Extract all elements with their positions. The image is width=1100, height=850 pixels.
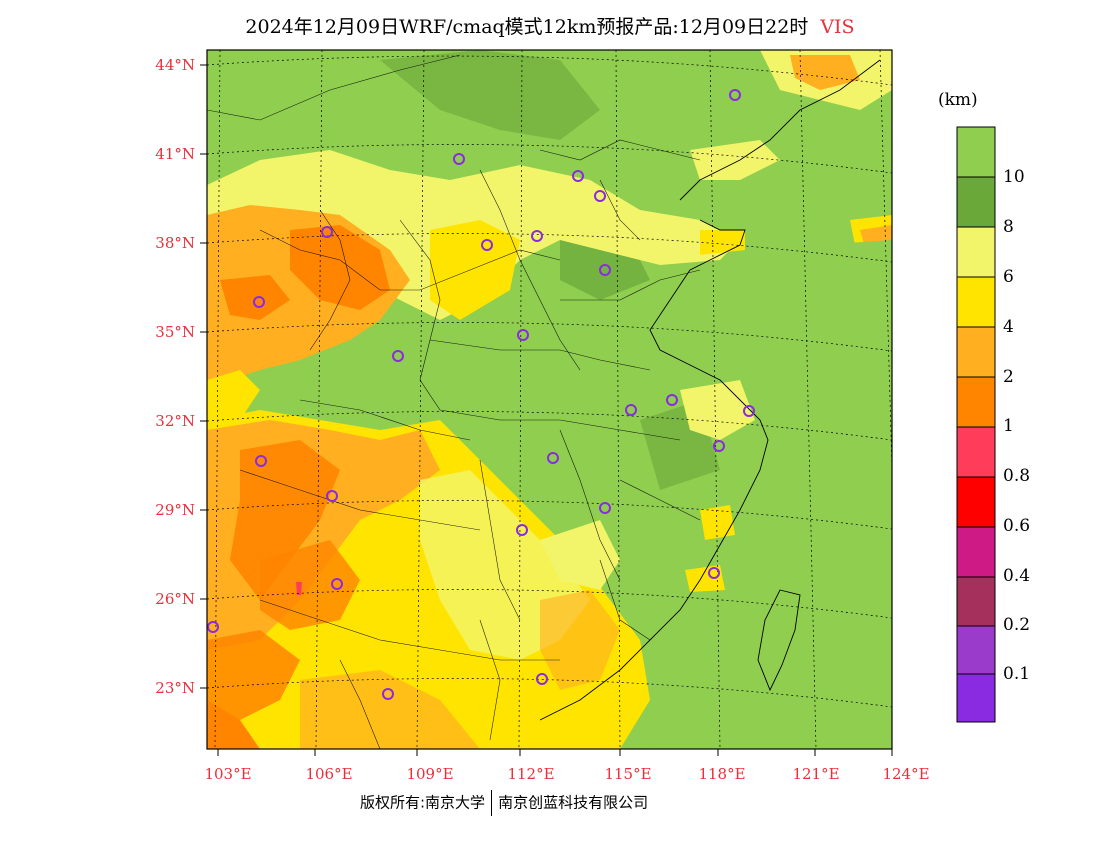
axis-ticks <box>200 64 893 756</box>
copyright-owner: 版权所有:南京大学 <box>360 793 486 812</box>
map-frame <box>206 49 893 750</box>
title-variable: VIS <box>820 16 855 38</box>
station-marker <box>666 394 678 406</box>
lat-label: 32°N <box>155 412 195 430</box>
lon-label: 124°E <box>882 765 930 783</box>
station-marker <box>547 452 559 464</box>
lat-label: 41°N <box>155 145 195 163</box>
station-marker <box>392 350 404 362</box>
lon-label: 112°E <box>507 765 555 783</box>
station-marker <box>713 440 725 452</box>
colorbar-label: 6 <box>1003 267 1014 287</box>
colorbar-label: 4 <box>1003 317 1014 337</box>
station-marker <box>481 239 493 251</box>
station-marker <box>536 673 548 685</box>
lat-label: 26°N <box>155 590 195 608</box>
station-marker <box>253 296 265 308</box>
colorbar-label: 8 <box>1003 217 1014 237</box>
station-marker <box>207 621 219 633</box>
station-marker <box>326 490 338 502</box>
colorbar <box>956 126 996 723</box>
colorbar-label: 0.1 <box>1003 664 1031 684</box>
colorbar-unit: (km) <box>938 90 978 110</box>
lat-label: 38°N <box>155 234 195 252</box>
station-markers <box>207 89 755 700</box>
lon-label: 106°E <box>305 765 353 783</box>
station-marker <box>453 153 465 165</box>
copyright-footer: 版权所有:南京大学 南京创蓝科技有限公司 <box>360 790 648 816</box>
station-marker <box>516 524 528 536</box>
station-marker <box>531 230 543 242</box>
footer-divider <box>491 790 493 816</box>
graticule <box>207 50 892 749</box>
colorbar-label: 0.8 <box>1003 466 1031 486</box>
lon-label: 109°E <box>406 765 454 783</box>
lon-label: 121°E <box>792 765 840 783</box>
station-marker <box>517 329 529 341</box>
lat-label: 29°N <box>155 501 195 519</box>
station-marker <box>572 170 584 182</box>
copyright-company: 南京创蓝科技有限公司 <box>498 793 649 812</box>
station-marker <box>729 89 741 101</box>
colorbar-label: 2 <box>1003 367 1014 387</box>
station-marker <box>382 688 394 700</box>
station-marker <box>331 578 343 590</box>
lat-label: 23°N <box>155 679 195 697</box>
lat-label: 35°N <box>155 323 195 341</box>
lon-label: 115°E <box>604 765 652 783</box>
lon-label: 103°E <box>204 765 252 783</box>
map-title: 2024年12月09日WRF/cmaq模式12km预报产品:12月09日22时 V… <box>0 12 1100 39</box>
colorbar-label: 1 <box>1003 416 1014 436</box>
province-boundaries <box>207 54 701 749</box>
station-marker <box>625 404 637 416</box>
colorbar-label: 0.2 <box>1003 615 1031 635</box>
colorbar-label: 0.6 <box>1003 516 1031 536</box>
station-marker <box>321 226 333 238</box>
station-marker <box>743 405 755 417</box>
station-marker <box>599 264 611 276</box>
map-field <box>207 50 892 749</box>
station-marker <box>594 190 606 202</box>
station-marker <box>599 502 611 514</box>
colorbar-label: 10 <box>1003 167 1025 187</box>
lon-label: 118°E <box>698 765 746 783</box>
station-marker <box>708 567 720 579</box>
lat-label: 44°N <box>155 56 195 74</box>
title-main: 2024年12月09日WRF/cmaq模式12km预报产品:12月09日22时 <box>245 16 809 38</box>
colorbar-label: 0.4 <box>1003 566 1031 586</box>
station-marker <box>255 455 267 467</box>
